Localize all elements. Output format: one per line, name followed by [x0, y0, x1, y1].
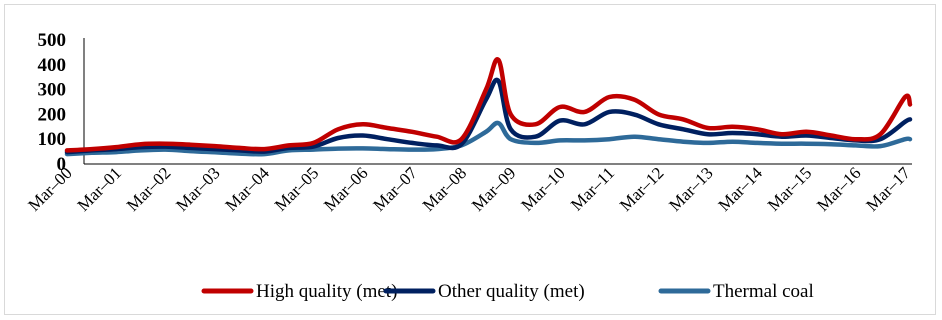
- chart-frame: [4, 4, 936, 315]
- x-tick-label: Mar–03: [172, 163, 223, 214]
- x-tick-label: Mar–16: [813, 163, 864, 214]
- x-tick-label: Mar–15: [764, 163, 815, 214]
- y-axis: 0 100 200 300 400 500: [38, 30, 85, 175]
- x-tick-label: Mar–11: [567, 163, 618, 214]
- x-tick-label: Mar–02: [123, 163, 174, 214]
- y-tick-label: 500: [38, 30, 67, 51]
- x-tick-label: Mar–01: [74, 163, 125, 214]
- x-tick-label: Mar–17: [862, 163, 914, 215]
- series-line-1: [64, 77, 913, 155]
- x-tick-label: Mar–14: [715, 163, 767, 215]
- y-tick-label: 300: [38, 80, 67, 101]
- y-tick-label: 400: [38, 55, 67, 76]
- x-tick-label: Mar–12: [616, 163, 667, 214]
- y-tick-label: 100: [38, 129, 67, 150]
- y-tick-label: 0: [57, 154, 67, 175]
- x-tick-label: Mar–00: [24, 163, 75, 214]
- x-tick-label: Mar–05: [271, 163, 322, 214]
- legend-label: Other quality (met): [438, 281, 585, 302]
- x-tick-label: Mar–13: [665, 163, 716, 214]
- series-line-2: [64, 120, 913, 157]
- legend: High quality (met) Other quality (met) The…: [201, 281, 814, 302]
- legend-label: High quality (met): [256, 281, 397, 302]
- series-line-0: [64, 57, 913, 153]
- x-tick-label: Mar–10: [517, 163, 568, 214]
- x-tick-label: Mar–06: [320, 163, 371, 214]
- legend-label: Thermal coal: [713, 281, 814, 302]
- y-tick-label: 200: [38, 104, 67, 125]
- series-lines: [64, 57, 913, 157]
- x-axis: Mar–00Mar–01Mar–02Mar–03Mar–04Mar–05Mar–…: [24, 163, 914, 215]
- x-tick-label: Mar–09: [468, 163, 519, 214]
- x-tick-label: Mar–04: [222, 163, 274, 215]
- x-tick-label: Mar–07: [369, 163, 421, 215]
- x-tick-label: Mar–08: [419, 163, 470, 214]
